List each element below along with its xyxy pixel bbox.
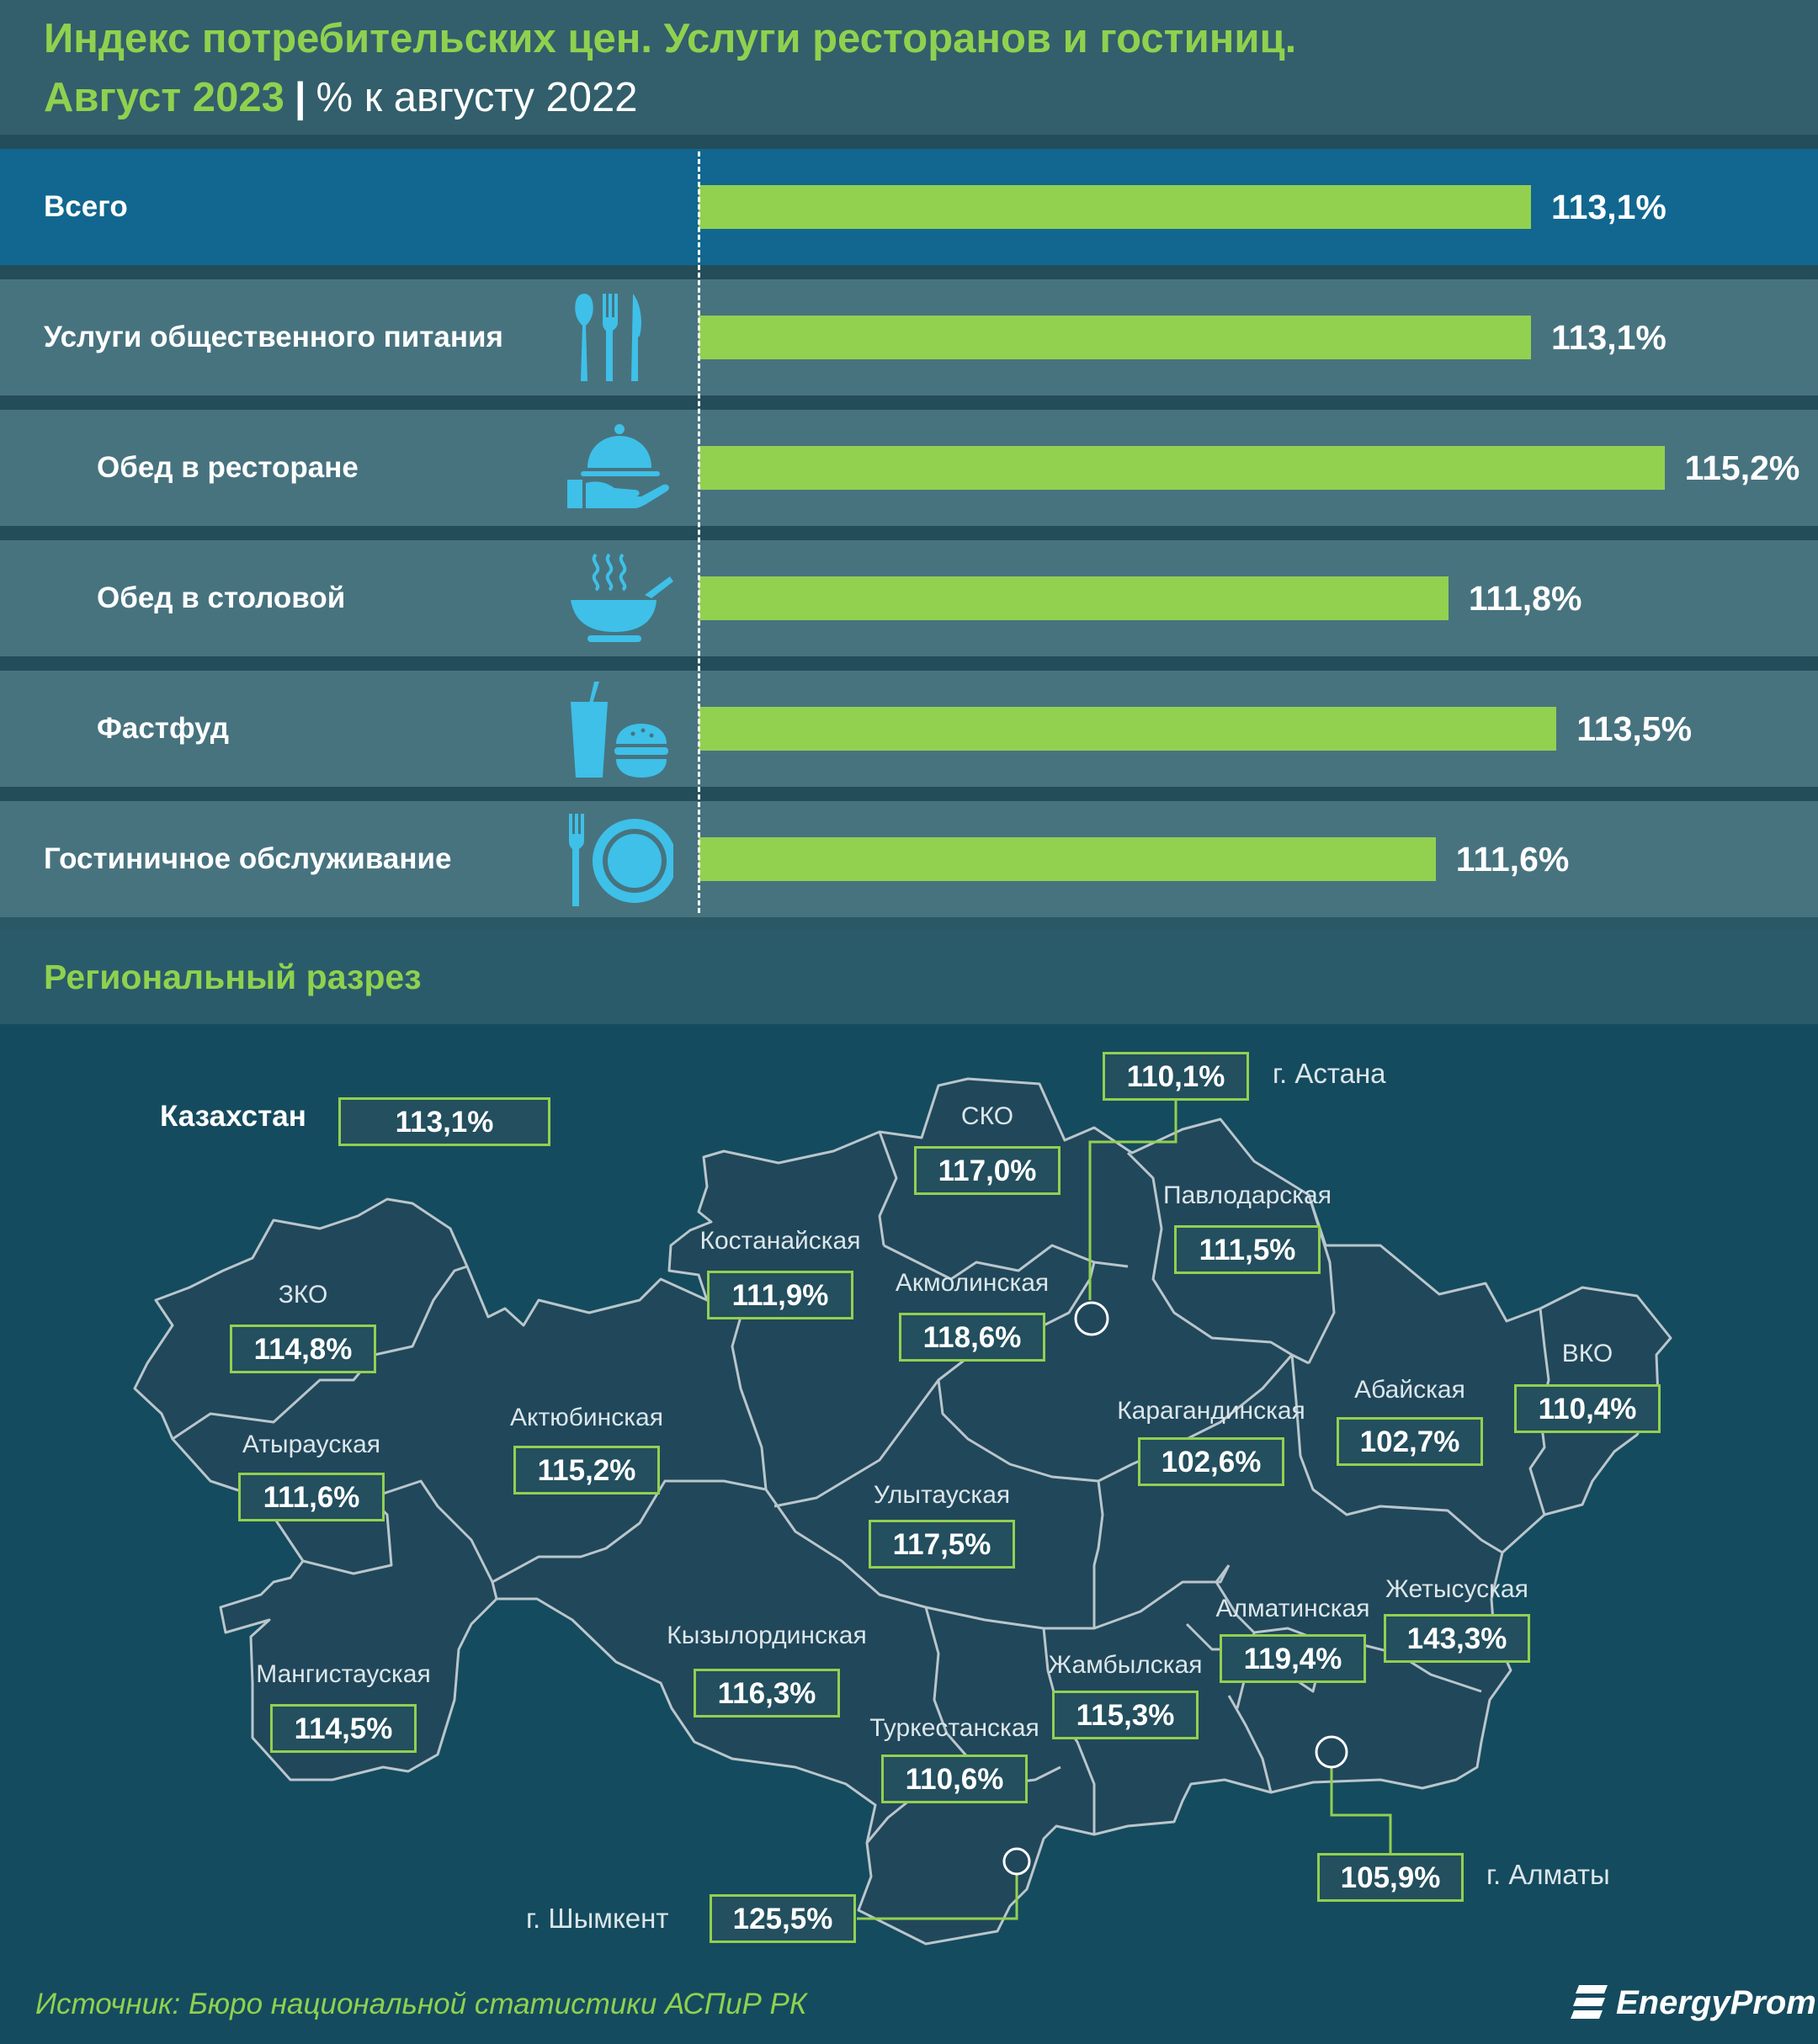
bar-row: Фастфуд 113,5% xyxy=(0,671,1818,787)
country-value: 113,1% xyxy=(338,1097,550,1146)
bar xyxy=(699,446,1665,490)
region-name: ВКО xyxy=(1561,1340,1613,1367)
bar xyxy=(699,707,1557,751)
data-label: 115,2% xyxy=(1684,449,1800,487)
region-value: 115,2% xyxy=(513,1446,660,1495)
bar xyxy=(699,185,1532,229)
city-name: г. Шымкент xyxy=(526,1903,669,1934)
bar-row: Услуги общественного питания 113,1% xyxy=(0,279,1818,396)
cloche-icon xyxy=(564,417,673,518)
region-section-title: Региональный разрез xyxy=(44,958,422,996)
region-value: 116,3% xyxy=(694,1669,840,1717)
fastfood-icon xyxy=(564,678,673,779)
region-value: 110,4% xyxy=(1514,1384,1661,1433)
region-value: 118,6% xyxy=(899,1313,1045,1362)
region-value: 111,6% xyxy=(238,1473,385,1521)
region-value: 111,9% xyxy=(707,1271,853,1319)
bar xyxy=(699,837,1436,881)
region-value: 110,6% xyxy=(881,1755,1028,1803)
region-value: 115,3% xyxy=(1052,1691,1199,1739)
bar-row: Гостиничное обслуживание 111,6% xyxy=(0,801,1818,917)
region-name: Алматинская xyxy=(1215,1595,1370,1622)
region-name: ЗКО xyxy=(278,1281,328,1309)
region-name: Кызылординская xyxy=(667,1622,867,1649)
brand-logo: EnergyProm xyxy=(1571,1978,1816,2028)
shymkent-marker xyxy=(1002,1847,1031,1876)
bar xyxy=(699,576,1449,620)
region-name: Акмолинская xyxy=(895,1269,1050,1297)
data-label: 111,6% xyxy=(1455,840,1570,879)
city-markers xyxy=(1002,1301,1348,1876)
cutlery-icon xyxy=(564,287,673,388)
city-value: 105,9% xyxy=(1317,1853,1464,1902)
almaty-marker xyxy=(1315,1735,1348,1769)
plate-icon xyxy=(564,809,677,910)
region-value: 114,5% xyxy=(270,1704,417,1753)
city-value: 110,1% xyxy=(1103,1052,1249,1101)
chart-subtitle: Август 2023 |% к августу 2022 xyxy=(44,74,638,121)
region-name: Павлодарская xyxy=(1163,1181,1332,1209)
region-value: 117,5% xyxy=(869,1520,1015,1569)
chart-title: Индекс потребительских цен. Услуги ресто… xyxy=(44,16,1297,61)
region-name: Атырауская xyxy=(242,1431,381,1458)
region-value: 111,5% xyxy=(1174,1225,1321,1274)
region-value: 102,7% xyxy=(1337,1417,1483,1466)
region-name: Жамбылская xyxy=(1048,1651,1203,1679)
city-name: г. Астана xyxy=(1273,1058,1386,1089)
region-name: Карагандинская xyxy=(1117,1397,1305,1425)
region-name: Костанайская xyxy=(699,1227,861,1255)
period: Август 2023 xyxy=(44,75,284,120)
region-name: Мангистауская xyxy=(256,1660,431,1688)
region-name: Абайская xyxy=(1354,1376,1465,1404)
header: Индекс потребительских цен. Услуги ресто… xyxy=(0,0,1818,135)
region-name: СКО xyxy=(960,1102,1014,1130)
unit-label: % к августу 2022 xyxy=(316,75,638,120)
category-label: Обед в столовой xyxy=(97,581,346,614)
data-label: 113,5% xyxy=(1576,709,1693,748)
callout-lines xyxy=(857,1100,1392,1920)
city-value: 125,5% xyxy=(710,1894,856,1943)
bar xyxy=(699,316,1532,359)
bar-row-total: Всего 113,1% xyxy=(0,149,1818,265)
region-section-header xyxy=(0,930,1818,1024)
data-label: 113,1% xyxy=(1551,188,1666,226)
almaty-callout-line xyxy=(1330,1767,1392,1861)
region-value: 102,6% xyxy=(1138,1437,1284,1486)
category-label: Услуги общественного питания xyxy=(44,321,503,353)
map-outline xyxy=(133,1077,1672,1946)
source-note: Источник: Бюро национальной статистики А… xyxy=(35,1988,807,2020)
astana-marker xyxy=(1074,1301,1109,1336)
baseline-axis xyxy=(698,151,700,913)
region-value: 119,4% xyxy=(1220,1634,1366,1683)
logo-icon xyxy=(1571,1985,1608,2019)
separator: | xyxy=(294,75,306,120)
astana-callout-line xyxy=(1088,1100,1177,1300)
region-name: Улытауская xyxy=(873,1481,1011,1509)
bar-row: Обед в столовой 111,8% xyxy=(0,540,1818,656)
logo-text: EnergyProm xyxy=(1616,1983,1816,2021)
region-name: Туркестанская xyxy=(869,1714,1039,1742)
soup-bowl-icon xyxy=(564,548,673,649)
category-label: Всего xyxy=(44,190,128,223)
region-name: Жетысуская xyxy=(1385,1575,1528,1603)
data-label: 111,8% xyxy=(1468,579,1582,618)
region-value: 143,3% xyxy=(1384,1614,1530,1663)
category-label: Фастфуд xyxy=(97,712,229,745)
category-label: Обед в ресторане xyxy=(97,451,359,484)
category-label: Гостиничное обслуживание xyxy=(44,842,452,875)
bar-row: Обед в ресторане 115,2% xyxy=(0,410,1818,526)
region-name: Актюбинская xyxy=(510,1404,663,1431)
city-name: г. Алматы xyxy=(1486,1859,1610,1890)
country-name: Казахстан xyxy=(160,1100,306,1133)
region-value: 114,8% xyxy=(230,1325,376,1373)
shymkent-callout-line xyxy=(857,1872,1018,1920)
region-value: 117,0% xyxy=(914,1146,1060,1195)
data-label: 113,1% xyxy=(1551,318,1666,357)
